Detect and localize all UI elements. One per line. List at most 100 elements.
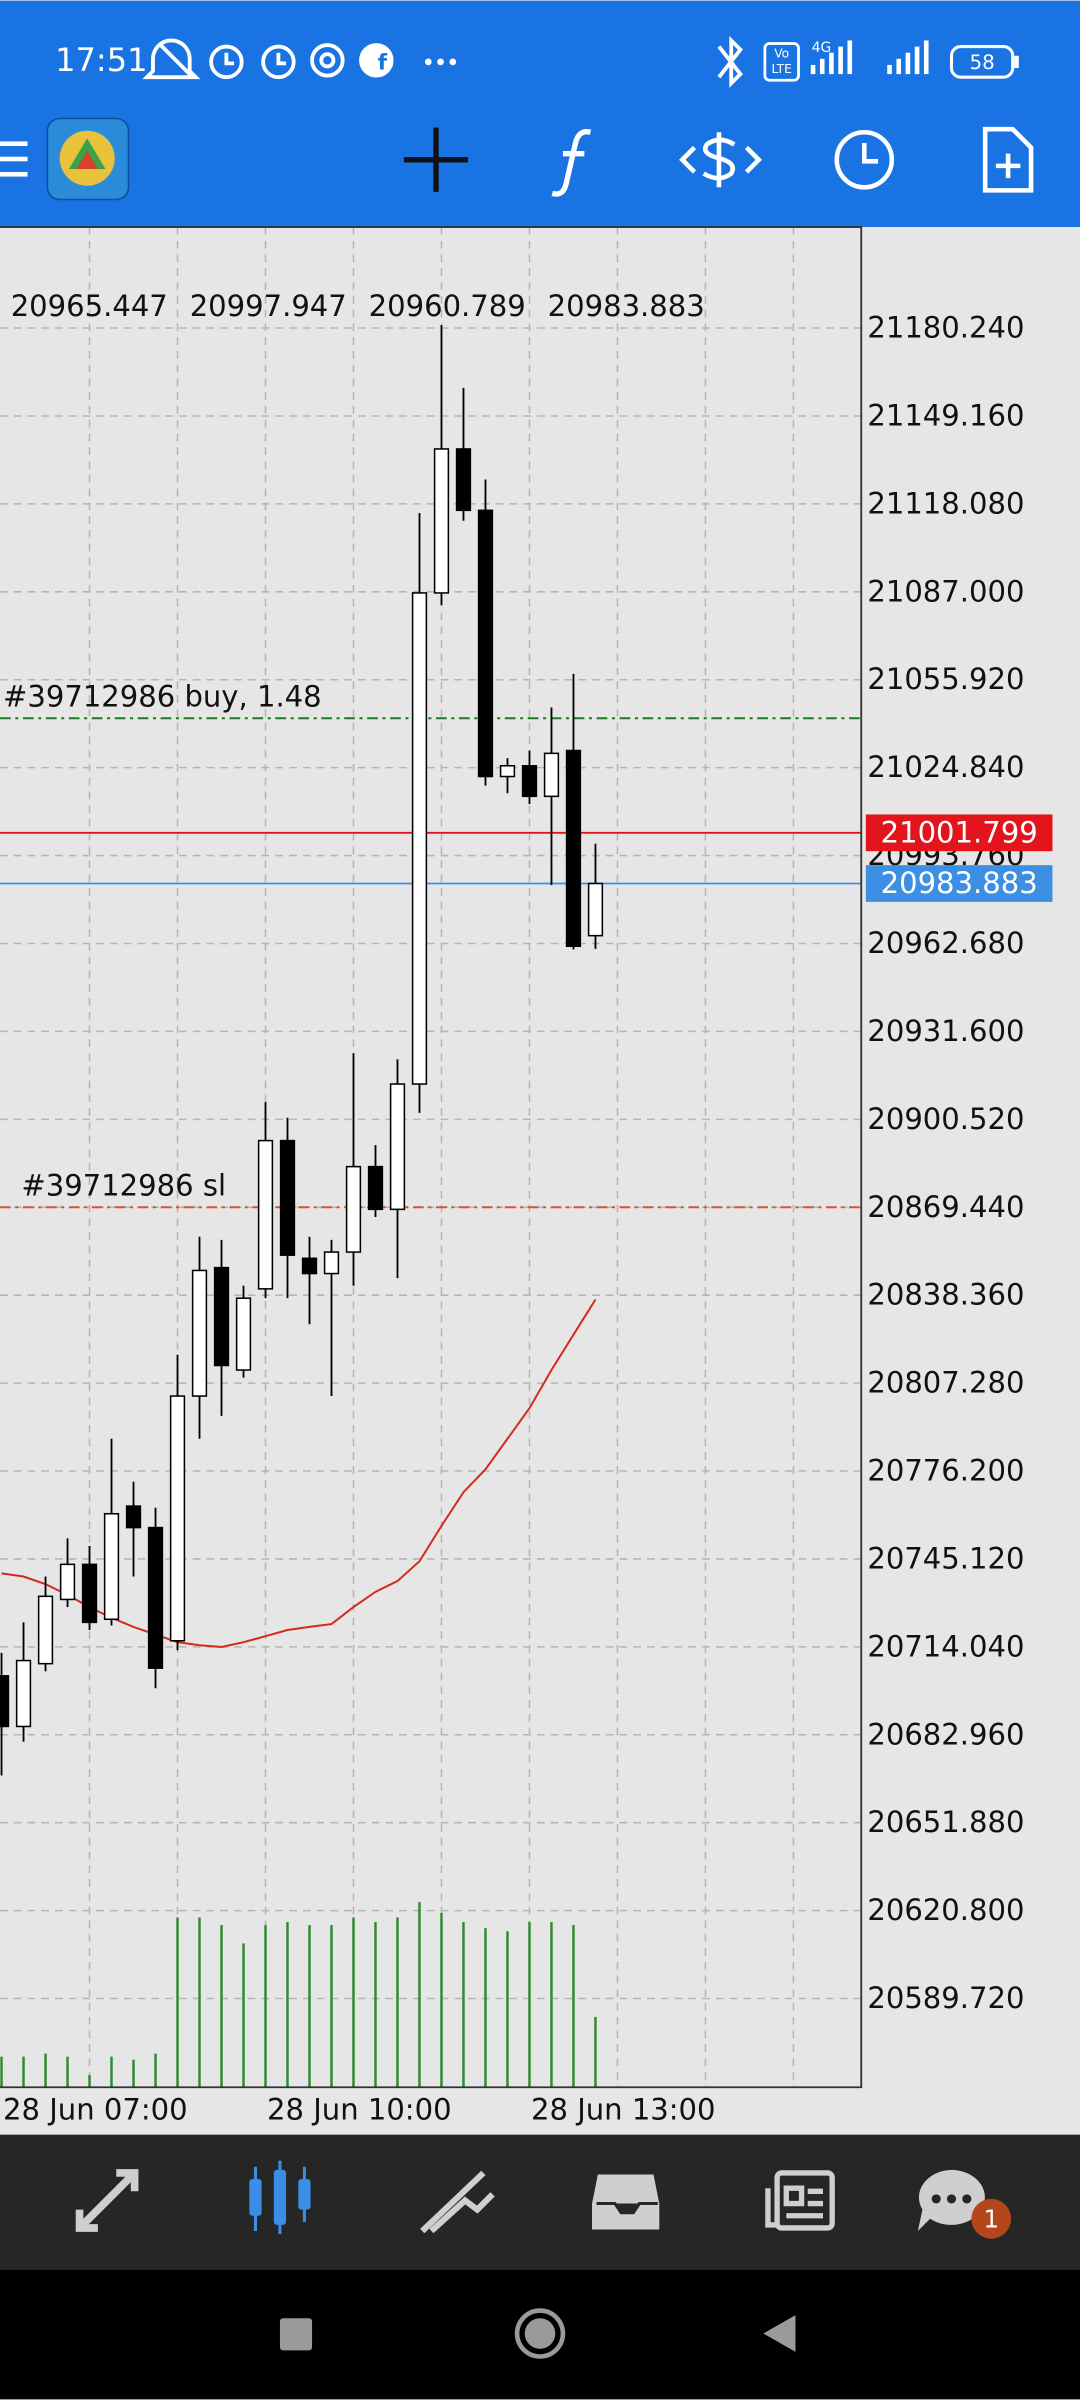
candle-body (147, 1526, 164, 1669)
x-tick-label: 28 Jun 10:00 (267, 2093, 452, 2127)
candle-body (367, 1165, 384, 1211)
volume-bar (330, 1925, 333, 2088)
y-tick-label: 20807.280 (867, 1366, 1024, 1400)
y-tick-label: 20745.120 (867, 1541, 1024, 1575)
price-tag-label: 20983.883 (881, 866, 1038, 900)
app-header (0, 0, 1080, 228)
volume-bar (506, 1931, 509, 2088)
volume-bar (374, 1922, 377, 2088)
y-tick-label: 21118.080 (867, 486, 1024, 520)
history-button[interactable] (834, 129, 895, 190)
order-label: #39712986 buy, 1.48 (3, 679, 322, 713)
volume-bar (264, 1925, 267, 2088)
volume-bar (286, 1922, 289, 2088)
battery (949, 45, 1015, 79)
chart-tab[interactable] (249, 2160, 311, 2235)
price-tag (865, 814, 1053, 852)
candle-body (103, 1512, 120, 1621)
ohlc-value: 20960.789 (369, 289, 526, 323)
chat-badge: 1 (983, 2204, 999, 2233)
x-tick-label: 28 Jun 13:00 (531, 2093, 716, 2127)
volume-bar (176, 1917, 179, 2088)
volume-bar (352, 1917, 355, 2088)
y-tick-label: 20589.720 (867, 1981, 1024, 2015)
volume-bar (418, 1902, 421, 2088)
volume-bar (110, 2056, 113, 2088)
facebook-icon: f (378, 50, 388, 75)
plot: 21180.240 21149.160 21118.080 21087.000 2105… (0, 226, 1053, 2127)
volume-bar (594, 2016, 597, 2088)
candle-body (411, 592, 428, 1085)
volume-bar (220, 1925, 223, 2088)
price-tag (865, 865, 1053, 902)
status-icons (142, 35, 743, 88)
y-tick-label: 21055.920 (867, 662, 1024, 696)
toolbar (0, 117, 1034, 201)
y-tick-label: 20900.520 (867, 1102, 1024, 1136)
volume-bar (66, 2056, 69, 2088)
recents-button[interactable] (279, 2318, 313, 2351)
y-tick-label: 20776.200 (867, 1454, 1024, 1488)
history-tab[interactable] (588, 2171, 663, 2233)
trade-tab[interactable] (420, 2170, 495, 2234)
candle-body (213, 1266, 230, 1367)
chart-area (0, 227, 1080, 2135)
y-tick-label: 20869.440 (867, 1190, 1024, 1224)
y-tick-label: 21180.240 (867, 311, 1024, 345)
y-tick-label: 21149.160 (867, 398, 1024, 432)
trade-button[interactable] (679, 132, 762, 188)
quotes-tab[interactable] (75, 2169, 139, 2232)
network-type: 4G (812, 40, 831, 56)
new-order-button[interactable] (982, 126, 1034, 193)
back-button[interactable] (763, 2315, 796, 2352)
candle-body (477, 509, 494, 778)
y-tick-label: 20838.360 (867, 1278, 1024, 1312)
bottom-nav (0, 2134, 1080, 2270)
volte-text: Vo (774, 47, 789, 61)
volume-bar (44, 2053, 47, 2088)
volume-bar (440, 1912, 443, 2088)
volte-text: LTE (772, 62, 792, 76)
y-tick-label: 20620.800 (867, 1893, 1024, 1927)
volume-bar (242, 1943, 245, 2088)
y-tick-label: 20682.960 (867, 1717, 1024, 1751)
volume-bar (198, 1917, 201, 2088)
plot-frame (0, 226, 863, 2089)
signal-bars (810, 40, 929, 75)
battery-level: 58 (969, 51, 994, 74)
menu-button[interactable] (0, 141, 28, 177)
volume-bar (22, 2056, 25, 2088)
candle-body (499, 765, 516, 778)
candle-body (125, 1505, 142, 1529)
crosshair-button[interactable] (403, 127, 469, 192)
candle-body (345, 1165, 362, 1253)
candle-body (191, 1269, 208, 1397)
candle-body (587, 882, 604, 937)
bottom-nav-items: 1 (75, 2160, 1012, 2239)
volume-bar (484, 1928, 487, 2088)
candle-body (0, 1675, 10, 1728)
y-tick-label: 21024.840 (867, 750, 1024, 784)
ohlc-value: 20983.883 (548, 289, 705, 323)
news-tab[interactable] (765, 2170, 835, 2231)
volume-bar (88, 2075, 91, 2088)
y-tick-label: 20962.680 (867, 926, 1024, 960)
app-icon[interactable] (46, 117, 130, 201)
candle-body (169, 1395, 186, 1642)
indicators-button[interactable] (551, 129, 592, 197)
price-tag-label: 21001.799 (881, 815, 1038, 849)
volume-bar (308, 1925, 311, 2088)
volume-bar (132, 2059, 135, 2088)
candle-body (257, 1139, 274, 1290)
moving-average (1, 1299, 597, 1648)
candle-body (543, 752, 560, 798)
volume-bar (550, 1922, 553, 2088)
candle-body (521, 765, 538, 798)
y-tick-label: 20931.600 (867, 1014, 1024, 1048)
candle-body (565, 749, 582, 948)
y-tick-label: 20651.880 (867, 1805, 1024, 1839)
candle-body (389, 1083, 406, 1211)
candle-body (37, 1595, 54, 1665)
chat-tab[interactable] (917, 2169, 1012, 2239)
home-button[interactable] (514, 2308, 566, 2359)
